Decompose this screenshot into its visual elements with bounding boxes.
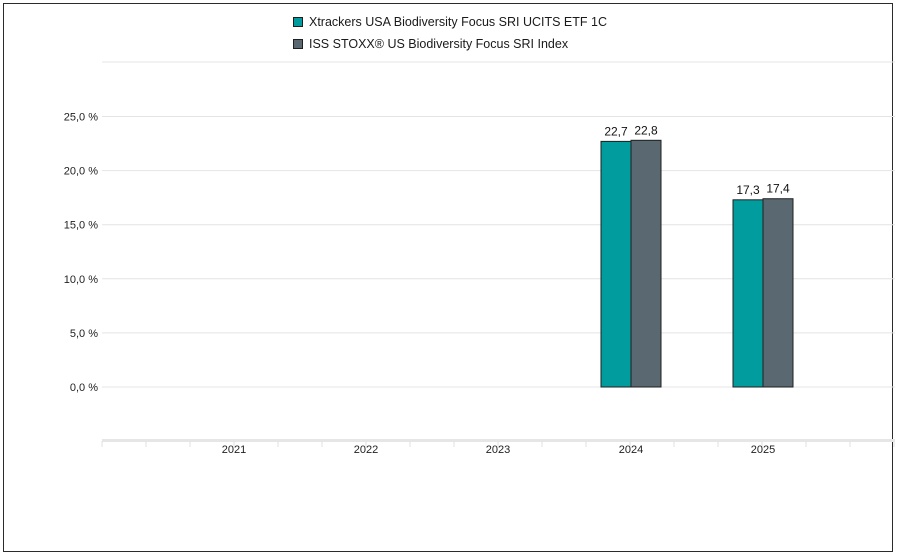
data-label: 22,7 — [604, 124, 628, 138]
legend-label-etf: Xtrackers USA Biodiversity Focus SRI UCI… — [309, 15, 607, 29]
chart-legend: Xtrackers USA Biodiversity Focus SRI UCI… — [293, 11, 607, 55]
x-tick-label: 2024 — [619, 444, 643, 456]
bar — [630, 139, 662, 388]
bar — [600, 140, 632, 388]
legend-item-etf: Xtrackers USA Biodiversity Focus SRI UCI… — [293, 11, 607, 33]
x-axis-line — [102, 439, 895, 442]
bar — [762, 198, 794, 388]
x-tick-label: 2021 — [222, 444, 246, 456]
x-tick-label: 2023 — [486, 444, 510, 456]
y-tick-label: 0,0 % — [70, 382, 98, 394]
data-label: 17,4 — [766, 182, 790, 196]
y-tick-label: 5,0 % — [70, 328, 98, 340]
legend-swatch-index — [293, 39, 303, 49]
legend-swatch-etf — [293, 17, 303, 27]
data-label: 17,3 — [736, 183, 760, 197]
legend-item-index: ISS STOXX® US Biodiversity Focus SRI Ind… — [293, 33, 607, 55]
y-tick-label: 10,0 % — [64, 274, 98, 286]
data-label: 22,8 — [634, 123, 658, 137]
y-tick-label: 25,0 % — [64, 112, 98, 124]
legend-label-index: ISS STOXX® US Biodiversity Focus SRI Ind… — [309, 37, 569, 51]
x-tick-label: 2022 — [354, 444, 378, 456]
y-tick-label: 20,0 % — [64, 166, 98, 178]
y-tick-label: 15,0 % — [64, 220, 98, 232]
x-tick-label: 2025 — [751, 444, 775, 456]
bar — [732, 199, 764, 388]
